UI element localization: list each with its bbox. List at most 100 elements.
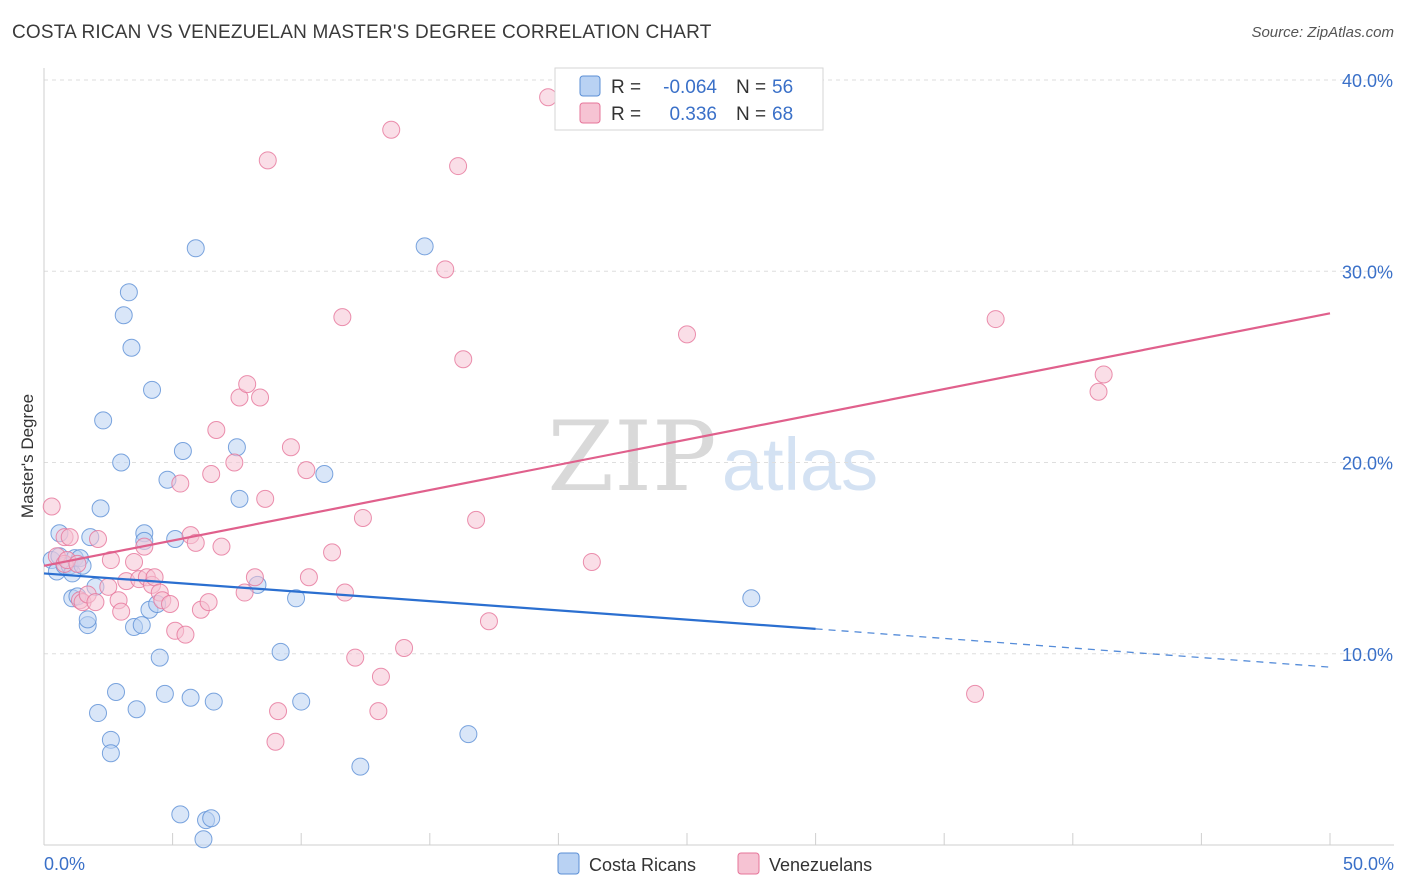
venezuelan-point-33 (202, 464, 221, 483)
costa-rican-point-35 (155, 684, 174, 703)
watermark-zip: ZIP (547, 401, 716, 513)
costa-ricans-trend-extension (815, 628, 1331, 668)
y-tick-label-30: 30.0% (1342, 262, 1393, 282)
venezuelan-point-45 (266, 732, 285, 751)
costa-rican-point-28 (132, 616, 151, 635)
x-tick-label-max: 50.0% (1343, 854, 1394, 874)
venezuelan-point-67 (986, 310, 1005, 329)
venezuelan-point-50 (333, 308, 352, 327)
costa-rican-point-54 (415, 237, 434, 256)
venezuelan-point-43 (258, 151, 277, 170)
costa-rican-point-49 (271, 642, 290, 661)
costa-rican-point-24 (119, 283, 138, 302)
stats-swatch-pink (579, 102, 601, 124)
venezuelan-point-17 (125, 552, 144, 571)
costa-rican-point-55 (459, 725, 478, 744)
venezuelan-point-62 (479, 612, 498, 631)
costa-rican-point-44 (202, 809, 221, 828)
venezuelan-point-53 (353, 508, 372, 527)
grid (44, 79, 1394, 655)
x-tick-label-min: 0.0% (44, 854, 85, 874)
venezuelan-point-30 (186, 533, 205, 552)
axes (43, 68, 1394, 846)
venezuelans-trend-line (43, 312, 1331, 567)
costa-rican-point-46 (227, 438, 246, 457)
costa-rican-point-52 (315, 464, 334, 483)
costa-rican-point-27 (127, 700, 146, 719)
series-legend: Costa Ricans Venezuelans (557, 852, 872, 875)
y-tick-label-40: 40.0% (1342, 71, 1393, 91)
stats-r-value-blue: -0.064 (663, 77, 717, 98)
venezuelan-point-48 (299, 568, 318, 587)
costa-ricans-points (42, 237, 761, 849)
venezuelan-point-32 (199, 593, 218, 612)
venezuelan-point-63 (539, 88, 558, 107)
venezuelan-point-65 (678, 325, 696, 344)
venezuelan-point-49 (323, 543, 342, 562)
venezuelan-point-42 (256, 489, 275, 508)
stats-legend: R = -0.064 N = 56 R = 0.336 N = 68 (554, 67, 824, 131)
costa-rican-point-21 (107, 683, 126, 701)
legend-label-costa-ricans: Costa Ricans (589, 855, 696, 875)
venezuelan-point-60 (454, 350, 473, 369)
costa-rican-point-42 (194, 830, 213, 849)
venezuelan-point-27 (171, 474, 190, 493)
venezuelan-point-61 (467, 510, 486, 529)
venezuelan-point-69 (1089, 382, 1108, 401)
costa-rican-point-17 (91, 499, 110, 518)
venezuelan-point-51 (335, 583, 354, 602)
stats-r-value-pink: 0.336 (669, 104, 717, 125)
venezuelan-point-28 (176, 625, 195, 644)
trend-lines (43, 312, 1331, 668)
costa-rican-point-18 (94, 411, 113, 430)
venezuelan-point-59 (449, 157, 468, 176)
costa-rican-point-38 (171, 805, 190, 824)
venezuelan-point-15 (112, 602, 131, 621)
venezuelan-point-34 (207, 420, 226, 439)
venezuelan-point-64 (582, 552, 601, 571)
venezuelan-point-58 (436, 260, 455, 279)
venezuelan-point-0 (42, 497, 61, 516)
costa-rican-point-39 (173, 442, 192, 461)
stats-swatch-blue (579, 75, 601, 97)
legend-swatch-venezuelans (737, 852, 760, 875)
venezuelan-point-10 (86, 593, 105, 612)
costa-ricans-trend-line (43, 572, 816, 630)
venezuelan-point-55 (369, 702, 388, 721)
costa-rican-point-32 (143, 380, 162, 399)
venezuelan-point-5 (60, 528, 79, 547)
stats-n-value-blue: 56 (772, 77, 793, 98)
costa-rican-point-47 (230, 489, 249, 508)
venezuelan-point-66 (966, 684, 985, 703)
costa-rican-point-25 (122, 338, 141, 357)
costa-rican-point-53 (351, 757, 370, 776)
costa-rican-point-45 (204, 692, 223, 711)
stats-n-label-blue: N = (736, 77, 766, 98)
legend-label-venezuelans: Venezuelans (769, 855, 872, 875)
costa-rican-point-56 (742, 589, 761, 608)
venezuelan-point-41 (251, 388, 270, 407)
source-label: Source: ZipAtlas.com (1251, 24, 1394, 41)
venezuelan-point-46 (281, 438, 300, 457)
venezuelan-point-11 (89, 530, 108, 548)
venezuelan-point-25 (161, 595, 180, 614)
watermark: ZIP atlas (547, 401, 878, 513)
venezuelan-point-57 (395, 639, 414, 658)
x-ticks (43, 833, 1331, 845)
costa-rican-point-23 (114, 306, 133, 325)
venezuelan-point-52 (346, 648, 365, 667)
venezuelan-point-39 (238, 375, 257, 394)
venezuelan-point-68 (1094, 365, 1113, 384)
y-axis-title: Master's Degree (18, 394, 37, 518)
costa-rican-point-51 (292, 692, 311, 711)
costa-rican-point-22 (112, 453, 131, 472)
costa-rican-point-20 (101, 744, 120, 763)
watermark-atlas: atlas (722, 423, 878, 506)
y-tick-label-10: 10.0% (1342, 645, 1393, 665)
costa-rican-point-40 (181, 688, 200, 707)
costa-rican-point-34 (150, 648, 169, 667)
legend-swatch-costa-ricans (557, 852, 580, 875)
y-tick-labels: 10.0% 20.0% 30.0% 40.0% (1342, 71, 1393, 665)
venezuelan-point-54 (371, 667, 390, 686)
